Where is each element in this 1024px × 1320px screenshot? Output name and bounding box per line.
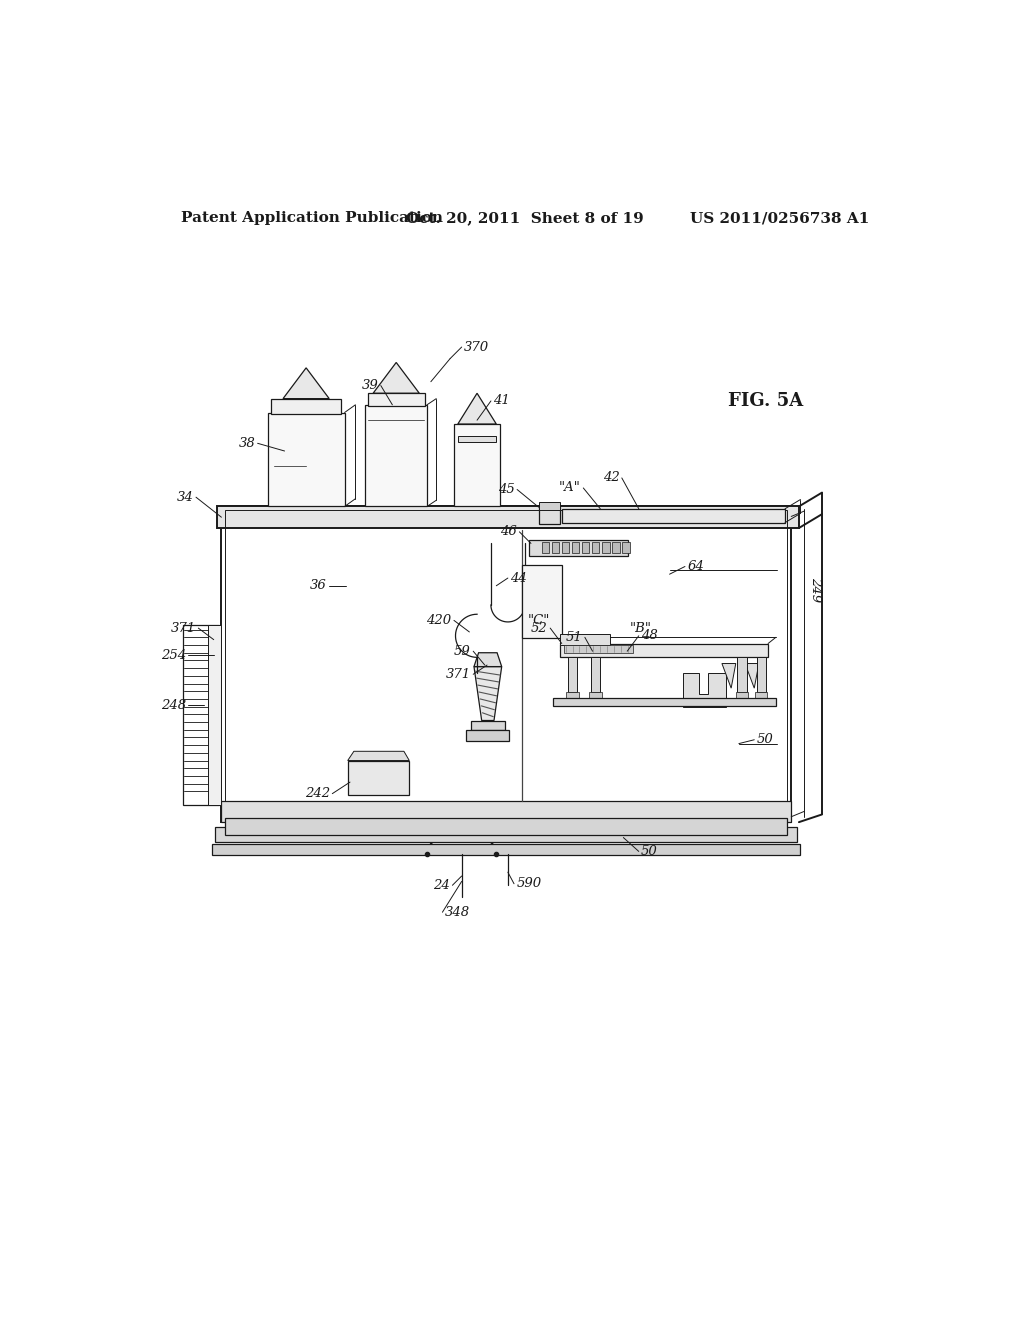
Polygon shape [348, 751, 410, 760]
Bar [591, 657, 600, 692]
Bar [562, 508, 785, 523]
Bar [736, 692, 749, 698]
Text: 39: 39 [361, 379, 379, 392]
Text: 48: 48 [641, 630, 657, 643]
Text: 52: 52 [531, 622, 548, 635]
Bar [368, 393, 425, 407]
Text: 590: 590 [516, 878, 542, 890]
Polygon shape [458, 393, 497, 424]
Text: 254: 254 [161, 648, 186, 661]
Bar [611, 543, 620, 553]
Text: 370: 370 [464, 341, 489, 354]
Bar [221, 800, 792, 822]
Text: 371: 371 [171, 622, 196, 635]
Bar [217, 507, 799, 528]
Bar [592, 543, 599, 553]
Bar [225, 818, 787, 836]
Bar [271, 399, 341, 414]
Bar [582, 543, 590, 553]
Bar [183, 626, 219, 805]
Text: "B": "B" [630, 622, 651, 635]
Text: 420: 420 [427, 614, 452, 627]
Text: "A": "A" [559, 482, 581, 495]
Bar [539, 502, 560, 510]
Text: 371: 371 [445, 668, 471, 681]
Text: 249: 249 [809, 577, 822, 602]
Bar [737, 657, 746, 692]
Text: "C": "C" [528, 614, 550, 627]
Bar [521, 565, 562, 638]
Bar [602, 543, 609, 553]
Polygon shape [474, 653, 502, 667]
Bar [571, 543, 580, 553]
Bar [215, 826, 798, 842]
Text: US 2011/0256738 A1: US 2011/0256738 A1 [690, 211, 869, 226]
Bar [221, 507, 792, 822]
Text: 50: 50 [641, 845, 657, 858]
Bar [552, 543, 559, 553]
Bar [225, 511, 787, 818]
Text: 44: 44 [510, 572, 527, 585]
Text: 34: 34 [177, 491, 194, 504]
Text: 45: 45 [498, 483, 515, 496]
Bar [560, 644, 768, 657]
Text: 36: 36 [310, 579, 327, 593]
Bar [267, 412, 345, 507]
Bar [466, 730, 509, 741]
Text: 41: 41 [494, 395, 510, 408]
Bar [564, 645, 634, 653]
Text: 64: 64 [687, 560, 705, 573]
Bar [568, 657, 578, 692]
Polygon shape [745, 664, 759, 688]
Polygon shape [283, 368, 330, 399]
Text: 42: 42 [603, 471, 620, 484]
Text: FIG. 5A: FIG. 5A [728, 392, 804, 411]
Bar [622, 543, 630, 553]
Bar [542, 543, 550, 553]
Bar [755, 692, 767, 698]
Bar [214, 845, 799, 853]
Bar [539, 507, 560, 524]
Text: 50: 50 [757, 733, 773, 746]
Bar [590, 692, 602, 698]
Polygon shape [474, 667, 502, 721]
Bar [471, 721, 505, 730]
Text: Patent Application Publication: Patent Application Publication [180, 211, 442, 226]
Text: Oct. 20, 2011  Sheet 8 of 19: Oct. 20, 2011 Sheet 8 of 19 [406, 211, 644, 226]
Text: 248: 248 [161, 698, 186, 711]
Bar [212, 843, 801, 855]
Text: 46: 46 [501, 525, 517, 539]
Bar [366, 405, 427, 507]
Text: 348: 348 [444, 906, 470, 919]
Bar [454, 424, 500, 507]
Text: 51: 51 [566, 631, 583, 644]
Text: 38: 38 [239, 437, 255, 450]
Text: 24: 24 [433, 879, 451, 892]
Text: 59: 59 [455, 644, 471, 657]
Text: 242: 242 [305, 787, 330, 800]
Bar [348, 760, 410, 795]
Polygon shape [722, 664, 736, 688]
Bar [553, 698, 776, 706]
Bar [208, 626, 221, 805]
Polygon shape [683, 673, 726, 708]
Bar [458, 436, 497, 442]
Bar [528, 540, 628, 557]
Bar [562, 543, 569, 553]
Bar [566, 692, 579, 698]
Bar [757, 657, 766, 692]
Polygon shape [373, 363, 419, 393]
Bar [560, 635, 610, 645]
